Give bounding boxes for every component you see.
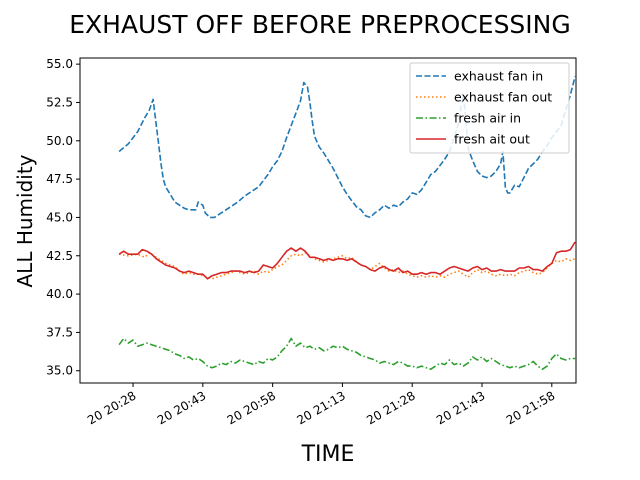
legend-box (409, 62, 570, 154)
plot-area (79, 57, 577, 384)
series-line-exhaust-fan-out (118, 251, 576, 280)
y-tick-label: 45.0 (46, 210, 73, 224)
legend-label: exhaust fan out (454, 90, 552, 105)
y-tick-label: 40.0 (46, 287, 73, 301)
y-axis-title: ALL Humidity (13, 154, 37, 287)
legend-label: exhaust fan in (454, 69, 543, 84)
series-line-exhaust-fan-in (118, 76, 576, 219)
x-axis-title: TIME (301, 442, 355, 467)
y-tick-label: 55.0 (46, 57, 73, 71)
x-tick-label: 20 20:43 (155, 388, 208, 427)
x-axis: 20 20:28 20 20:43 20 20:58 20 21:13 20 21:28… (85, 383, 557, 427)
y-axis: 35.0 37.5 40.0 42.5 45.0 47.5 50.0 52.5 55.0 (46, 57, 80, 378)
x-tick-label: 20 21:58 (504, 388, 557, 427)
y-tick-label: 35.0 (46, 364, 73, 378)
x-tick-label: 20 20:58 (225, 388, 278, 427)
y-tick-label: 37.5 (46, 325, 73, 339)
legend-label: fresh ait out (454, 132, 530, 147)
y-tick-label: 50.0 (46, 134, 73, 148)
series-line-fresh-air-in (118, 337, 576, 370)
legend: exhaust fan in exhaust fan out fresh air i… (409, 62, 570, 154)
series-line-fresh-ait-out (118, 241, 576, 280)
y-tick-label: 52.5 (46, 95, 73, 109)
series-layer (118, 76, 576, 370)
x-tick-label: 20 21:28 (364, 388, 417, 427)
legend-label: fresh air in (454, 111, 521, 126)
chart-title: EXHAUST OFF BEFORE PREPROCESSING (69, 10, 571, 39)
y-tick-label: 47.5 (46, 172, 73, 186)
x-tick-label: 20 20:28 (85, 388, 138, 427)
x-tick-label: 20 21:43 (434, 388, 487, 427)
y-tick-label: 42.5 (46, 249, 73, 263)
x-tick-label: 20 21:13 (294, 388, 347, 427)
